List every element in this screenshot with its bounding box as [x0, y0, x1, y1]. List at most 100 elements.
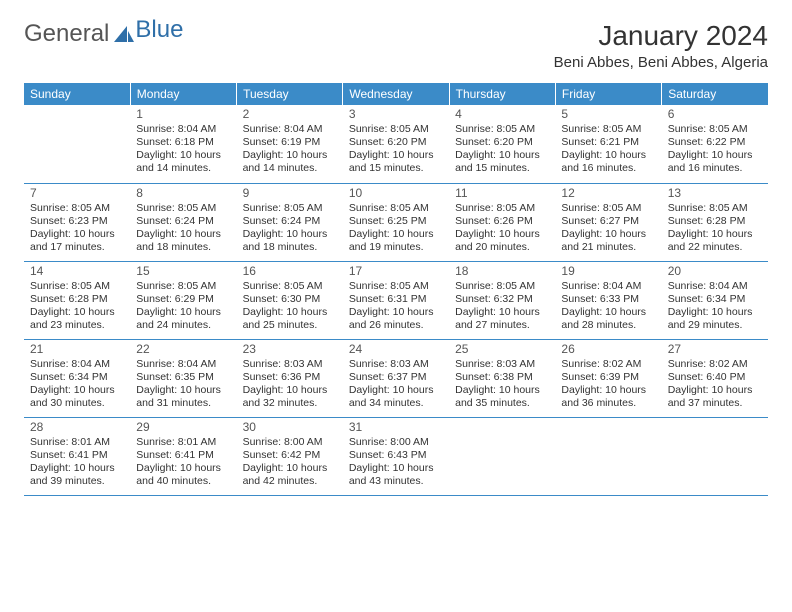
day-number: 26 — [561, 342, 655, 357]
sunrise-text: Sunrise: 8:04 AM — [136, 358, 230, 371]
day-number: 27 — [668, 342, 762, 357]
sunrise-text: Sunrise: 8:00 AM — [349, 436, 443, 449]
daylight-text: and 36 minutes. — [561, 397, 655, 410]
daylight-text: and 27 minutes. — [455, 319, 549, 332]
daylight-text: Daylight: 10 hours — [136, 462, 230, 475]
sunrise-text: Sunrise: 8:05 AM — [349, 202, 443, 215]
sunset-text: Sunset: 6:40 PM — [668, 371, 762, 384]
sunrise-text: Sunrise: 8:05 AM — [455, 280, 549, 293]
sunset-text: Sunset: 6:24 PM — [243, 215, 337, 228]
calendar-day-cell: 4Sunrise: 8:05 AMSunset: 6:20 PMDaylight… — [449, 105, 555, 183]
daylight-text: Daylight: 10 hours — [349, 384, 443, 397]
day-number: 11 — [455, 186, 549, 201]
daylight-text: and 28 minutes. — [561, 319, 655, 332]
daylight-text: and 16 minutes. — [668, 162, 762, 175]
daylight-text: Daylight: 10 hours — [136, 228, 230, 241]
sunset-text: Sunset: 6:26 PM — [455, 215, 549, 228]
day-number: 20 — [668, 264, 762, 279]
sunrise-text: Sunrise: 8:00 AM — [243, 436, 337, 449]
sunrise-text: Sunrise: 8:03 AM — [455, 358, 549, 371]
calendar-day-cell: 17Sunrise: 8:05 AMSunset: 6:31 PMDayligh… — [343, 261, 449, 339]
location-text: Beni Abbes, Beni Abbes, Algeria — [554, 54, 768, 71]
daylight-text: and 32 minutes. — [243, 397, 337, 410]
daylight-text: Daylight: 10 hours — [668, 306, 762, 319]
day-number: 19 — [561, 264, 655, 279]
daylight-text: Daylight: 10 hours — [561, 228, 655, 241]
daylight-text: Daylight: 10 hours — [349, 149, 443, 162]
calendar-day-cell: 29Sunrise: 8:01 AMSunset: 6:41 PMDayligh… — [130, 417, 236, 495]
sunrise-text: Sunrise: 8:04 AM — [30, 358, 124, 371]
calendar-day-cell: 11Sunrise: 8:05 AMSunset: 6:26 PMDayligh… — [449, 183, 555, 261]
daylight-text: and 29 minutes. — [668, 319, 762, 332]
sunset-text: Sunset: 6:30 PM — [243, 293, 337, 306]
daylight-text: Daylight: 10 hours — [243, 149, 337, 162]
logo-word-general: General — [24, 20, 109, 48]
sunrise-text: Sunrise: 8:05 AM — [30, 280, 124, 293]
sunset-text: Sunset: 6:31 PM — [349, 293, 443, 306]
sunrise-text: Sunrise: 8:04 AM — [136, 123, 230, 136]
sunset-text: Sunset: 6:34 PM — [668, 293, 762, 306]
sunrise-text: Sunrise: 8:04 AM — [668, 280, 762, 293]
sunset-text: Sunset: 6:22 PM — [668, 136, 762, 149]
sunrise-text: Sunrise: 8:05 AM — [668, 123, 762, 136]
day-header: Saturday — [662, 83, 768, 105]
day-header: Friday — [555, 83, 661, 105]
calendar-day-cell: 12Sunrise: 8:05 AMSunset: 6:27 PMDayligh… — [555, 183, 661, 261]
sunrise-text: Sunrise: 8:02 AM — [561, 358, 655, 371]
daylight-text: and 14 minutes. — [136, 162, 230, 175]
sunset-text: Sunset: 6:23 PM — [30, 215, 124, 228]
day-number: 17 — [349, 264, 443, 279]
sunrise-text: Sunrise: 8:05 AM — [668, 202, 762, 215]
calendar-day-cell: 30Sunrise: 8:00 AMSunset: 6:42 PMDayligh… — [237, 417, 343, 495]
calendar-day-cell: 9Sunrise: 8:05 AMSunset: 6:24 PMDaylight… — [237, 183, 343, 261]
daylight-text: Daylight: 10 hours — [349, 462, 443, 475]
daylight-text: Daylight: 10 hours — [349, 306, 443, 319]
daylight-text: Daylight: 10 hours — [30, 384, 124, 397]
day-number: 24 — [349, 342, 443, 357]
sunset-text: Sunset: 6:29 PM — [136, 293, 230, 306]
daylight-text: Daylight: 10 hours — [455, 149, 549, 162]
calendar-day-cell: 22Sunrise: 8:04 AMSunset: 6:35 PMDayligh… — [130, 339, 236, 417]
daylight-text: Daylight: 10 hours — [668, 149, 762, 162]
day-number: 29 — [136, 420, 230, 435]
sunset-text: Sunset: 6:33 PM — [561, 293, 655, 306]
sunset-text: Sunset: 6:32 PM — [455, 293, 549, 306]
day-number: 13 — [668, 186, 762, 201]
sunrise-text: Sunrise: 8:05 AM — [561, 123, 655, 136]
daylight-text: and 24 minutes. — [136, 319, 230, 332]
day-number: 8 — [136, 186, 230, 201]
sunrise-text: Sunrise: 8:05 AM — [455, 202, 549, 215]
daylight-text: Daylight: 10 hours — [668, 384, 762, 397]
sunset-text: Sunset: 6:38 PM — [455, 371, 549, 384]
calendar-day-cell: 16Sunrise: 8:05 AMSunset: 6:30 PMDayligh… — [237, 261, 343, 339]
daylight-text: and 18 minutes. — [243, 241, 337, 254]
sunrise-text: Sunrise: 8:05 AM — [136, 280, 230, 293]
daylight-text: Daylight: 10 hours — [136, 384, 230, 397]
daylight-text: Daylight: 10 hours — [136, 149, 230, 162]
sunset-text: Sunset: 6:20 PM — [455, 136, 549, 149]
daylight-text: and 30 minutes. — [30, 397, 124, 410]
sunset-text: Sunset: 6:25 PM — [349, 215, 443, 228]
sunrise-text: Sunrise: 8:03 AM — [243, 358, 337, 371]
day-number: 30 — [243, 420, 337, 435]
day-number: 21 — [30, 342, 124, 357]
calendar-day-cell: 23Sunrise: 8:03 AMSunset: 6:36 PMDayligh… — [237, 339, 343, 417]
daylight-text: Daylight: 10 hours — [561, 384, 655, 397]
daylight-text: and 42 minutes. — [243, 475, 337, 488]
daylight-text: and 18 minutes. — [136, 241, 230, 254]
daylight-text: Daylight: 10 hours — [30, 462, 124, 475]
sunset-text: Sunset: 6:37 PM — [349, 371, 443, 384]
daylight-text: Daylight: 10 hours — [243, 306, 337, 319]
day-number: 6 — [668, 107, 762, 122]
daylight-text: and 15 minutes. — [349, 162, 443, 175]
month-title: January 2024 — [554, 20, 768, 52]
sunset-text: Sunset: 6:43 PM — [349, 449, 443, 462]
sunrise-text: Sunrise: 8:05 AM — [243, 202, 337, 215]
calendar-day-cell — [662, 417, 768, 495]
daylight-text: Daylight: 10 hours — [136, 306, 230, 319]
calendar-day-cell: 27Sunrise: 8:02 AMSunset: 6:40 PMDayligh… — [662, 339, 768, 417]
day-header: Tuesday — [237, 83, 343, 105]
title-block: January 2024 Beni Abbes, Beni Abbes, Alg… — [554, 20, 768, 71]
calendar-week-row: 21Sunrise: 8:04 AMSunset: 6:34 PMDayligh… — [24, 339, 768, 417]
sunset-text: Sunset: 6:21 PM — [561, 136, 655, 149]
